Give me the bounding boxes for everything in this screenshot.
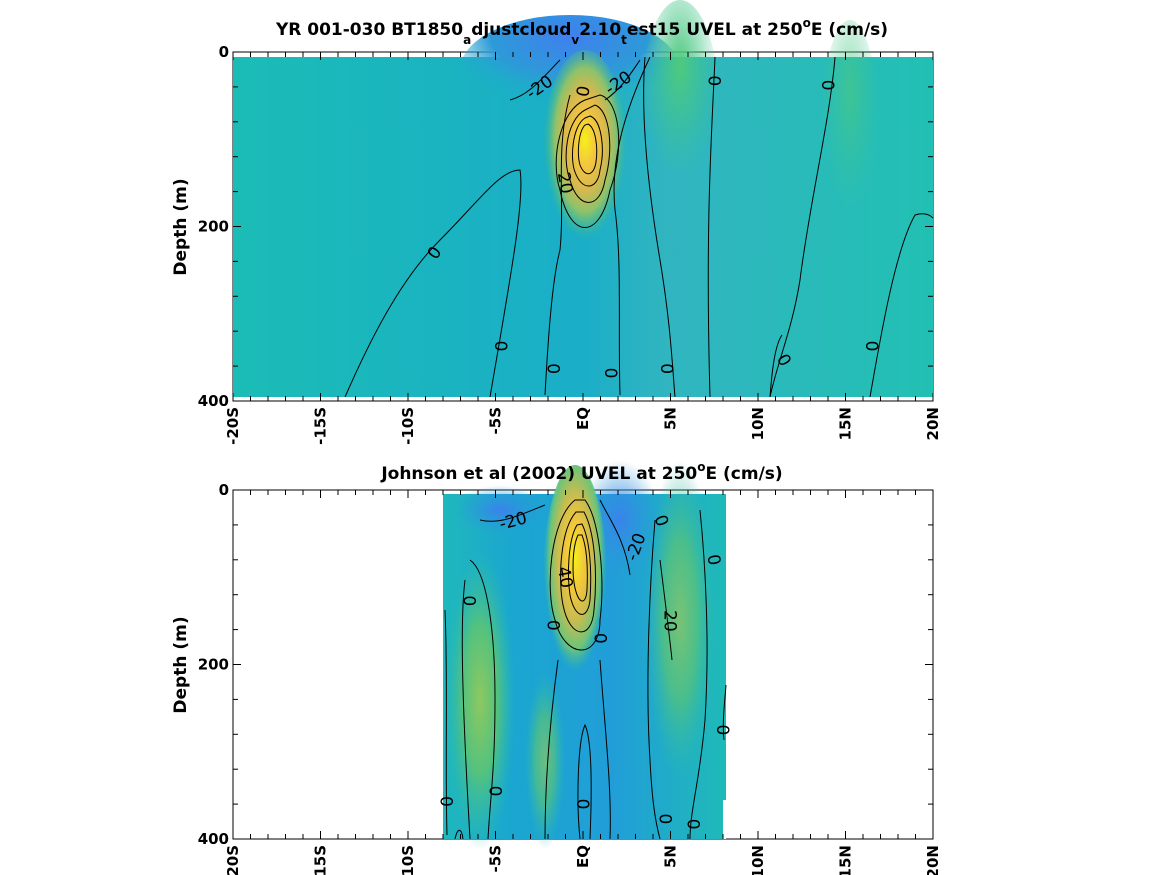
y-tick-label: 400 [198,392,229,410]
x-tick-label: 5N [662,407,680,430]
x-tick-label: 20N [924,845,942,875]
x-tick-label: EQ [574,845,592,868]
x-tick-label: -20S [224,845,242,875]
x-tick-label: -10S [399,845,417,875]
contour-label: 40 [553,565,576,590]
y-tick-label: 0 [219,481,229,499]
contour-label: 0 [600,368,620,379]
contour-label: 0 [572,799,592,810]
x-tick-label: -15S [312,845,330,875]
x-tick-label: EQ [574,407,592,430]
contour-label: 0 [573,84,595,98]
contour-label: 0 [485,786,505,797]
x-tick-label: -20S [224,407,242,445]
contour-label: 0 [490,341,510,352]
x-tick-label: 20N [924,407,942,440]
x-tick-label: 10N [749,407,767,440]
contour-label: 20 [660,610,680,632]
y-axis-label: Depth (m) [171,178,191,275]
contour-label: 0 [656,363,676,374]
chart-title: YR 001-030 BT1850adjustcloudv2.10test15 … [275,16,888,47]
contour-label: 20 [553,171,576,196]
contour-label: 0 [861,341,881,352]
contour-lines [344,56,934,398]
contour-label: 0 [682,819,702,830]
x-tick-label: 5N [662,845,680,868]
contour-label: 0 [458,595,478,606]
contour-label: 0 [436,796,456,807]
chart-title: Johnson et al (2002) UVEL at 250oE (cm/s… [380,460,782,484]
x-tick-label: 15N [837,407,855,440]
x-tick-label: 10N [749,845,767,875]
contour-label: 0 [702,553,724,567]
y-tick-label: 0 [219,43,229,61]
contour-label: 0 [542,363,562,374]
contour-label: 0 [654,814,674,825]
x-tick-label: 15N [837,845,855,875]
x-tick-label: -15S [312,407,330,445]
contour-label: 0 [703,75,723,86]
contour-label: 0 [590,633,610,644]
contour-label: 0 [542,620,562,631]
y-axis-label: Depth (m) [171,616,191,713]
colored-field [233,0,933,397]
y-tick-label: 400 [198,830,229,848]
x-tick-label: -10S [399,407,417,445]
contour-label: 0 [712,725,732,736]
x-tick-label: -5S [487,845,505,872]
y-tick-label: 200 [198,656,229,674]
contour-label: 0 [817,80,837,91]
contour-lines [444,499,727,840]
x-tick-label: -5S [487,407,505,434]
y-tick-label: 200 [198,218,229,236]
